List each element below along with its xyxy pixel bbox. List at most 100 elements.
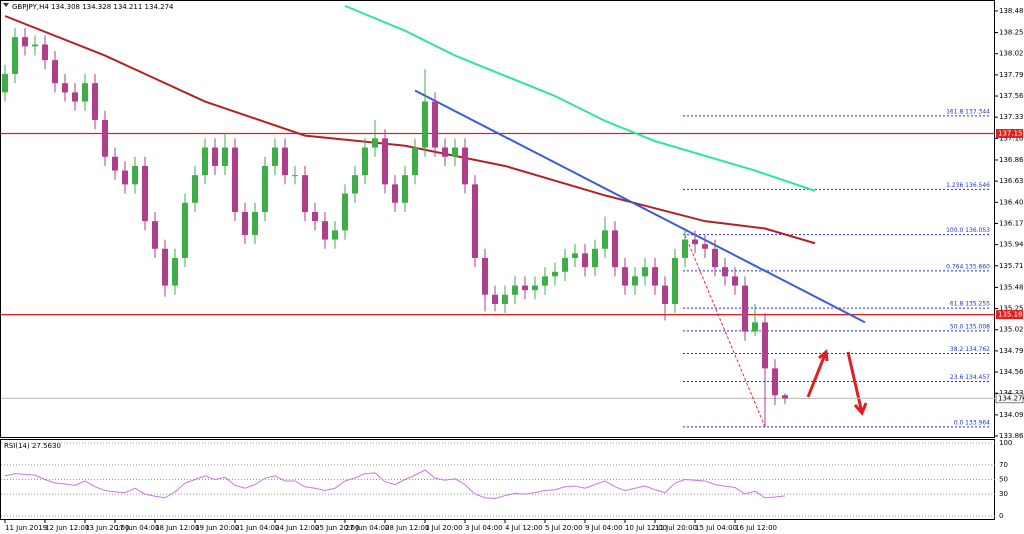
y-tick-label: 133.865 — [999, 432, 1024, 440]
candle-body — [732, 276, 738, 286]
fib-label: 1.236 136.546 — [946, 182, 990, 189]
y-tick-label: 138.485 — [999, 7, 1024, 15]
rsi-frame — [0, 439, 995, 520]
rsi-tick-label: 30 — [999, 490, 1008, 498]
candle-body — [642, 267, 648, 277]
candle-body — [222, 147, 228, 166]
candle-body — [782, 395, 788, 399]
candle-body — [402, 175, 408, 203]
x-tick-label: 28 Jun 12:00 — [385, 524, 429, 532]
x-tick-label: 17 Jun 04:00 — [115, 524, 159, 532]
candle-body — [712, 248, 718, 268]
x-tick-label: 19 Jun 20:00 — [195, 524, 239, 532]
candle-body — [422, 101, 428, 148]
y-tick-label: 137.330 — [999, 113, 1024, 121]
candle-body — [112, 156, 118, 171]
candle-body — [362, 147, 368, 176]
y-tick-label: 135.250 — [999, 305, 1024, 313]
candle-body — [612, 230, 618, 268]
candle-body — [692, 239, 698, 245]
candle-body — [742, 285, 748, 332]
candle-body — [592, 248, 598, 268]
candle-body — [142, 165, 148, 222]
candle-body — [442, 147, 448, 157]
candle-body — [512, 285, 518, 295]
x-tick-label: 12 Jun 12:00 — [45, 524, 89, 532]
candle-body — [522, 285, 528, 291]
x-tick-label: 9 Jul 04:00 — [585, 524, 623, 532]
main-frame — [0, 0, 995, 438]
moving-average — [344, 4, 816, 192]
x-tick-label: 3 Jul 04:00 — [465, 524, 503, 532]
candle-body — [382, 138, 388, 185]
candle-body — [652, 267, 658, 286]
chart-title: GBPJPY,H4 134.308 134.328 134.211 134.27… — [12, 3, 174, 11]
candle-body — [572, 253, 578, 258]
y-tick-label: 134.330 — [999, 389, 1024, 397]
candle-body — [212, 147, 218, 166]
candle-body — [372, 138, 378, 148]
candle-body — [172, 257, 178, 286]
y-tick-label: 134.095 — [999, 411, 1024, 419]
candle-body — [542, 276, 548, 286]
y-tick-label: 138.250 — [999, 29, 1024, 37]
candle-body — [582, 253, 588, 268]
candle-body — [52, 60, 58, 84]
y-tick-label: 136.405 — [999, 198, 1024, 206]
marker — [3, 3, 9, 7]
candle-body — [532, 285, 538, 291]
candle-body — [412, 147, 418, 176]
candle-body — [342, 193, 348, 231]
candle-body — [12, 37, 18, 74]
candle-body — [72, 92, 78, 102]
x-tick-label: 1 Jul 20:00 — [425, 524, 463, 532]
y-tick-label: 138.020 — [999, 50, 1024, 58]
candle-body — [762, 322, 768, 369]
rsi-tick-label: 50 — [999, 476, 1008, 484]
x-tick-label: 13 Jun 20:00 — [85, 524, 129, 532]
x-tick-label: 18 Jun 12:00 — [155, 524, 199, 532]
x-tick-label: 4 Jul 12:00 — [505, 524, 543, 532]
down-arrow — [846, 351, 868, 416]
candle-body — [682, 239, 688, 258]
x-tick-label: 11 Jul 20:00 — [655, 524, 697, 532]
candle-body — [622, 267, 628, 286]
candle-body — [42, 44, 48, 61]
candle-body — [452, 147, 458, 157]
candle-body — [292, 175, 298, 177]
y-tick-label: 136.175 — [999, 219, 1024, 227]
level-label: 135.184 — [998, 311, 1024, 319]
y-tick-label: 135.945 — [999, 241, 1024, 249]
candle-body — [202, 147, 208, 176]
trendline — [414, 89, 866, 324]
level-box — [996, 310, 1023, 320]
candle-body — [2, 73, 8, 93]
candle-body — [502, 294, 508, 304]
candle-body — [482, 257, 488, 295]
rsi-tick-label: 70 — [999, 461, 1008, 469]
candle-body — [552, 271, 558, 277]
candle-body — [392, 184, 398, 203]
candle-body — [252, 211, 258, 235]
candle-body — [632, 276, 638, 286]
x-tick-label: 25 Jun 20:00 — [315, 524, 359, 532]
candle-body — [262, 165, 268, 212]
candle-body — [192, 175, 198, 203]
candle-body — [772, 368, 778, 396]
candle-body — [492, 294, 498, 304]
candle-body — [132, 165, 138, 185]
candle-body — [302, 175, 308, 212]
y-tick-label: 134.790 — [999, 347, 1024, 355]
y-tick-label: 137.560 — [999, 92, 1024, 100]
y-tick-label: 136.865 — [999, 156, 1024, 164]
y-tick-label: 137.790 — [999, 71, 1024, 79]
candle-body — [22, 37, 28, 47]
fib-label: 0.764 135.660 — [946, 263, 990, 270]
candle-body — [662, 285, 668, 304]
fib-label: 23.6 134.457 — [950, 374, 990, 381]
x-tick-label: 10 Jul 12:00 — [625, 524, 667, 532]
rsi-label: RSI(14) 27.5630 — [4, 442, 61, 450]
candle-body — [92, 83, 98, 120]
fib-label: 61.8 135.255 — [950, 301, 990, 308]
